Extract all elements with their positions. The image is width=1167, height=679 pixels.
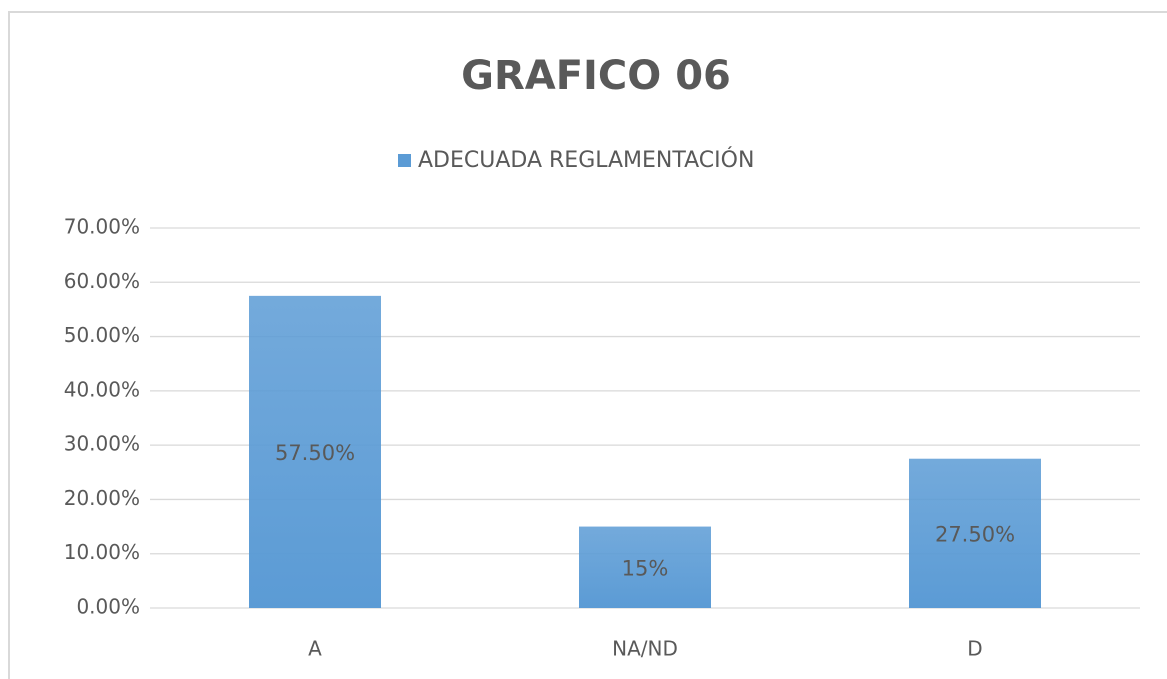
y-tick-label: 50.00% — [64, 323, 140, 347]
y-tick-label: 10.00% — [64, 540, 140, 564]
y-tick-label: 30.00% — [64, 432, 140, 456]
legend-label: ADECUADA REGLAMENTACIÓN — [418, 147, 754, 173]
chart-title: GRAFICO 06 — [461, 53, 731, 99]
y-tick-label: 40.00% — [64, 377, 140, 401]
bar — [579, 526, 711, 608]
data-label: 57.50% — [275, 441, 355, 465]
y-tick-label: 60.00% — [64, 269, 140, 293]
data-label: 15% — [622, 556, 669, 580]
x-tick-label: A — [308, 637, 322, 661]
bar — [909, 458, 1041, 608]
y-tick-label: 0.00% — [76, 595, 140, 619]
y-tick-label: 20.00% — [64, 486, 140, 510]
x-tick-label: D — [967, 637, 982, 661]
bar — [249, 295, 381, 608]
data-label: 27.50% — [935, 522, 1015, 546]
legend-swatch — [398, 154, 411, 167]
y-tick-label: 70.00% — [64, 215, 140, 239]
x-tick-label: NA/ND — [612, 637, 678, 661]
